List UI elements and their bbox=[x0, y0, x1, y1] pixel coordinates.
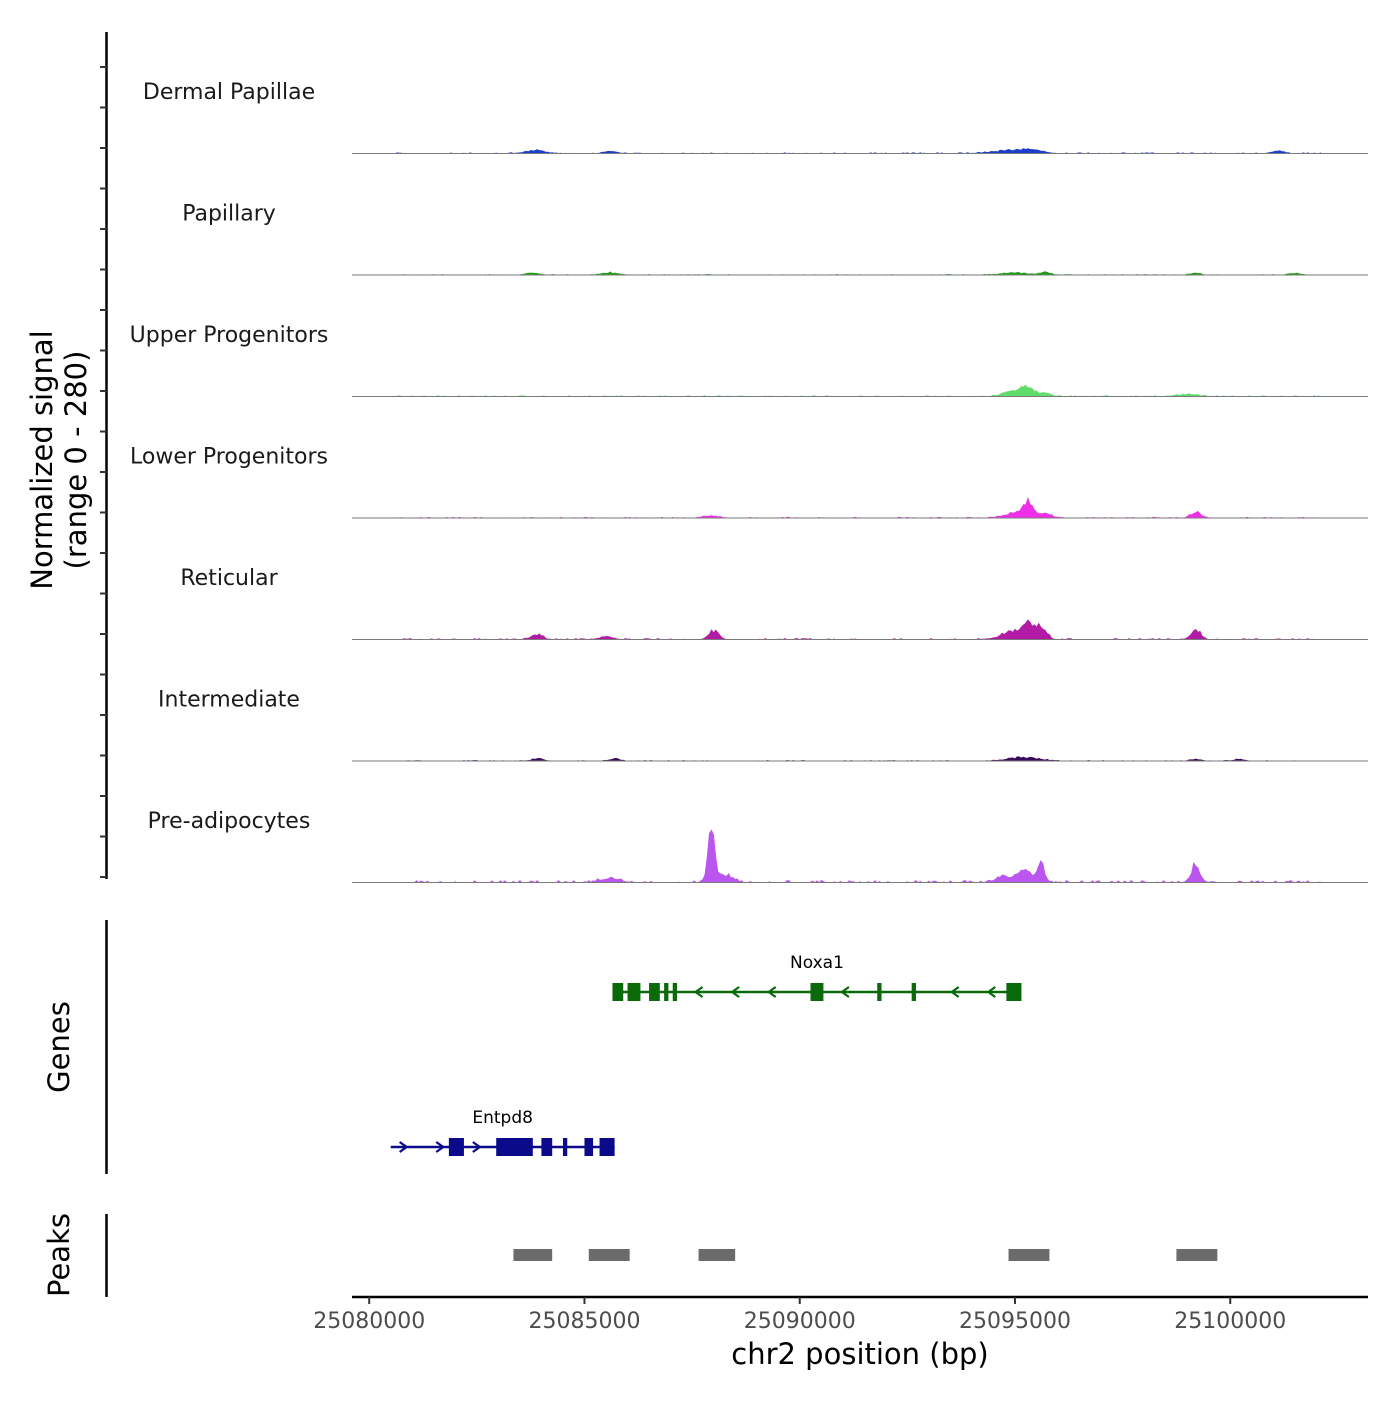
gene-exon bbox=[599, 1138, 615, 1156]
strand-arrow bbox=[730, 986, 740, 998]
track-label: Upper Progenitors bbox=[130, 323, 329, 348]
coverage-area-papillary bbox=[394, 271, 1321, 276]
track-papillary: Papillary bbox=[182, 202, 1368, 276]
strand-arrow bbox=[693, 986, 704, 998]
coverage-tracks: Dermal Papillae Papillary Upper Progenitor… bbox=[25, 32, 1368, 883]
strand-arrow bbox=[435, 1141, 446, 1153]
peak-region bbox=[698, 1249, 736, 1261]
coverage-area-upper-progenitors bbox=[394, 384, 1321, 397]
track-label: Pre-adipocytes bbox=[148, 809, 311, 834]
track-label: Dermal Papillae bbox=[143, 80, 315, 105]
x-tick-label: 25080000 bbox=[313, 1309, 425, 1334]
track-label: Lower Progenitors bbox=[130, 445, 328, 470]
strand-arrow bbox=[986, 986, 996, 998]
peak-region bbox=[513, 1249, 553, 1261]
strand-arrow bbox=[766, 986, 777, 998]
coverage-area-lower-progenitors bbox=[395, 496, 1321, 519]
gene-entpd8: Entpd8 bbox=[390, 1108, 615, 1156]
x-axis: 25080000 25085000 25090000 25095000 25100000… bbox=[313, 1295, 1368, 1371]
gene-exon bbox=[649, 983, 660, 1001]
track-intermediate: Intermediate bbox=[158, 688, 1368, 762]
peaks-panel-title: Peaks bbox=[42, 1213, 76, 1297]
strand-arrow bbox=[840, 986, 850, 998]
peak-region bbox=[1008, 1249, 1050, 1261]
track-lower-progenitors: Lower Progenitors bbox=[130, 445, 1368, 519]
gene-exon bbox=[496, 1138, 533, 1156]
gene-exon bbox=[877, 983, 882, 1001]
gene-exon bbox=[541, 1138, 553, 1156]
gene-exon bbox=[810, 983, 824, 1001]
strand-arrow bbox=[399, 1141, 409, 1153]
track-pre-adipocytes: Pre-adipocytes bbox=[148, 809, 1368, 883]
x-tick-label: 25085000 bbox=[528, 1309, 640, 1334]
genes-panel-title: Genes bbox=[42, 1001, 76, 1093]
x-tick-label: 25100000 bbox=[1174, 1309, 1286, 1334]
strand-arrow bbox=[949, 986, 960, 998]
coverage-area-reticular bbox=[395, 619, 1321, 640]
peak-region bbox=[1176, 1249, 1218, 1261]
track-dermal-papillae: Dermal Papillae bbox=[143, 80, 1368, 154]
gene-label: Noxa1 bbox=[790, 953, 844, 973]
y-axis-title-line: (range 0 - 280) bbox=[59, 351, 93, 570]
gene-exon bbox=[672, 983, 678, 1001]
y-axis: Normalized signal(range 0 - 280) bbox=[25, 32, 108, 879]
track-label: Papillary bbox=[182, 202, 276, 227]
y-axis-title: Normalized signal(range 0 - 280) bbox=[25, 330, 93, 589]
coverage-area-intermediate bbox=[395, 756, 1321, 762]
x-axis-title: chr2 position (bp) bbox=[731, 1337, 988, 1371]
strand-arrow bbox=[472, 1141, 482, 1153]
gene-annotation-panel: Genes Noxa1 Entpd8 bbox=[42, 920, 1022, 1174]
gene-noxa1: Noxa1 bbox=[612, 953, 1022, 1001]
gene-exon bbox=[1006, 983, 1022, 1001]
gene-exon bbox=[562, 1138, 568, 1156]
coverage-area-pre-adipocytes bbox=[395, 829, 1321, 883]
track-reticular: Reticular bbox=[180, 566, 1368, 640]
peak-region bbox=[588, 1249, 630, 1261]
coverage-area-dermal-papillae bbox=[394, 148, 1321, 154]
gene-exon bbox=[911, 983, 916, 1001]
gene-exon bbox=[664, 983, 669, 1001]
x-tick-label: 25095000 bbox=[959, 1309, 1071, 1334]
track-label: Intermediate bbox=[158, 688, 300, 713]
gene-exon bbox=[612, 983, 624, 1001]
track-upper-progenitors: Upper Progenitors bbox=[130, 323, 1368, 397]
peaks-panel: Peaks bbox=[42, 1213, 1218, 1297]
gene-exon bbox=[448, 1138, 464, 1156]
x-tick-label: 25090000 bbox=[744, 1309, 856, 1334]
gene-exon bbox=[627, 983, 641, 1001]
gene-exon bbox=[584, 1138, 594, 1156]
track-label: Reticular bbox=[180, 566, 278, 591]
y-axis-title-line: Normalized signal bbox=[25, 330, 59, 589]
gene-label: Entpd8 bbox=[472, 1108, 533, 1128]
